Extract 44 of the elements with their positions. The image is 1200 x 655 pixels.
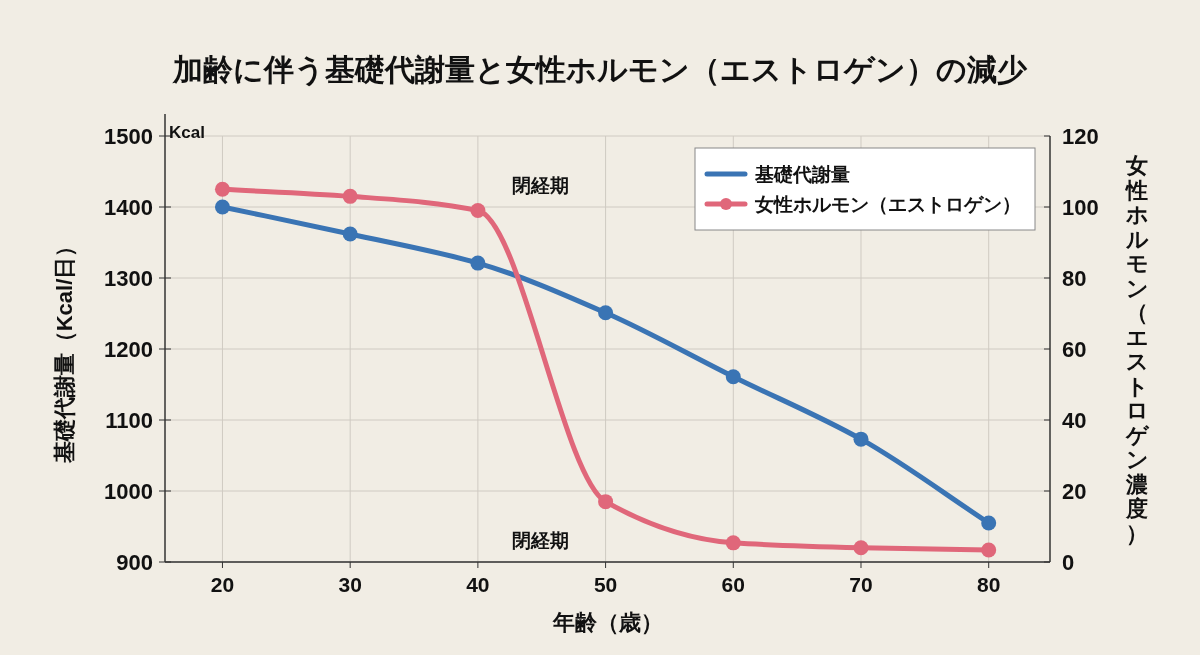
y-tick-label: 1100 — [105, 408, 153, 433]
point — [725, 369, 741, 385]
y2-tick-label: 80 — [1062, 266, 1087, 291]
annotation: 閉経期 — [511, 175, 569, 196]
x-tick-label: 80 — [977, 573, 1001, 596]
point — [598, 305, 614, 321]
annotation: 閉経期 — [511, 530, 569, 551]
annotation: Kcal — [169, 123, 205, 142]
y-tick-label: 1300 — [104, 266, 153, 291]
point — [342, 188, 358, 204]
point — [981, 515, 997, 531]
y2-tick-label: 60 — [1062, 337, 1087, 362]
y-tick-label: 1500 — [104, 124, 153, 149]
point — [470, 255, 486, 271]
point — [342, 226, 358, 242]
point — [853, 431, 869, 447]
point — [214, 199, 230, 215]
x-tick-label: 40 — [466, 573, 490, 596]
y-tick-label: 1200 — [104, 337, 153, 362]
y-tick-label: 1000 — [104, 479, 153, 504]
x-tick-label: 60 — [721, 573, 745, 596]
y-axis-title: 基礎代謝量（Kcal/日） — [52, 234, 77, 465]
x-tick-label: 30 — [338, 573, 362, 596]
legend-label: 女性ホルモン（エストロゲン） — [754, 194, 1021, 215]
y2-tick-label: 120 — [1062, 124, 1099, 149]
y2-tick-label: 20 — [1062, 479, 1087, 504]
y2-tick-label: 40 — [1062, 408, 1087, 433]
y-tick-label: 1400 — [104, 195, 153, 220]
x-tick-label: 20 — [210, 573, 235, 596]
legend-label: 基礎代謝量 — [754, 164, 850, 185]
x-tick-label: 50 — [593, 573, 618, 596]
point — [214, 181, 230, 197]
chart-title: 加齢に伴う基礎代謝量と女性ホルモン（エストロゲン）の減少 — [172, 53, 1028, 87]
point — [725, 535, 741, 551]
y-tick-label: 900 — [116, 550, 153, 575]
point — [981, 542, 997, 558]
x-axis-title: 年齢（歳） — [551, 610, 663, 635]
y2-axis-title: 女性ホルモン（エストロゲン濃度） — [1125, 153, 1149, 546]
x-tick-label: 70 — [849, 573, 873, 596]
y2-tick-label: 100 — [1062, 195, 1099, 220]
y2-tick-label: 0 — [1062, 550, 1075, 575]
point — [598, 494, 614, 510]
point — [470, 203, 486, 219]
point — [853, 540, 869, 556]
